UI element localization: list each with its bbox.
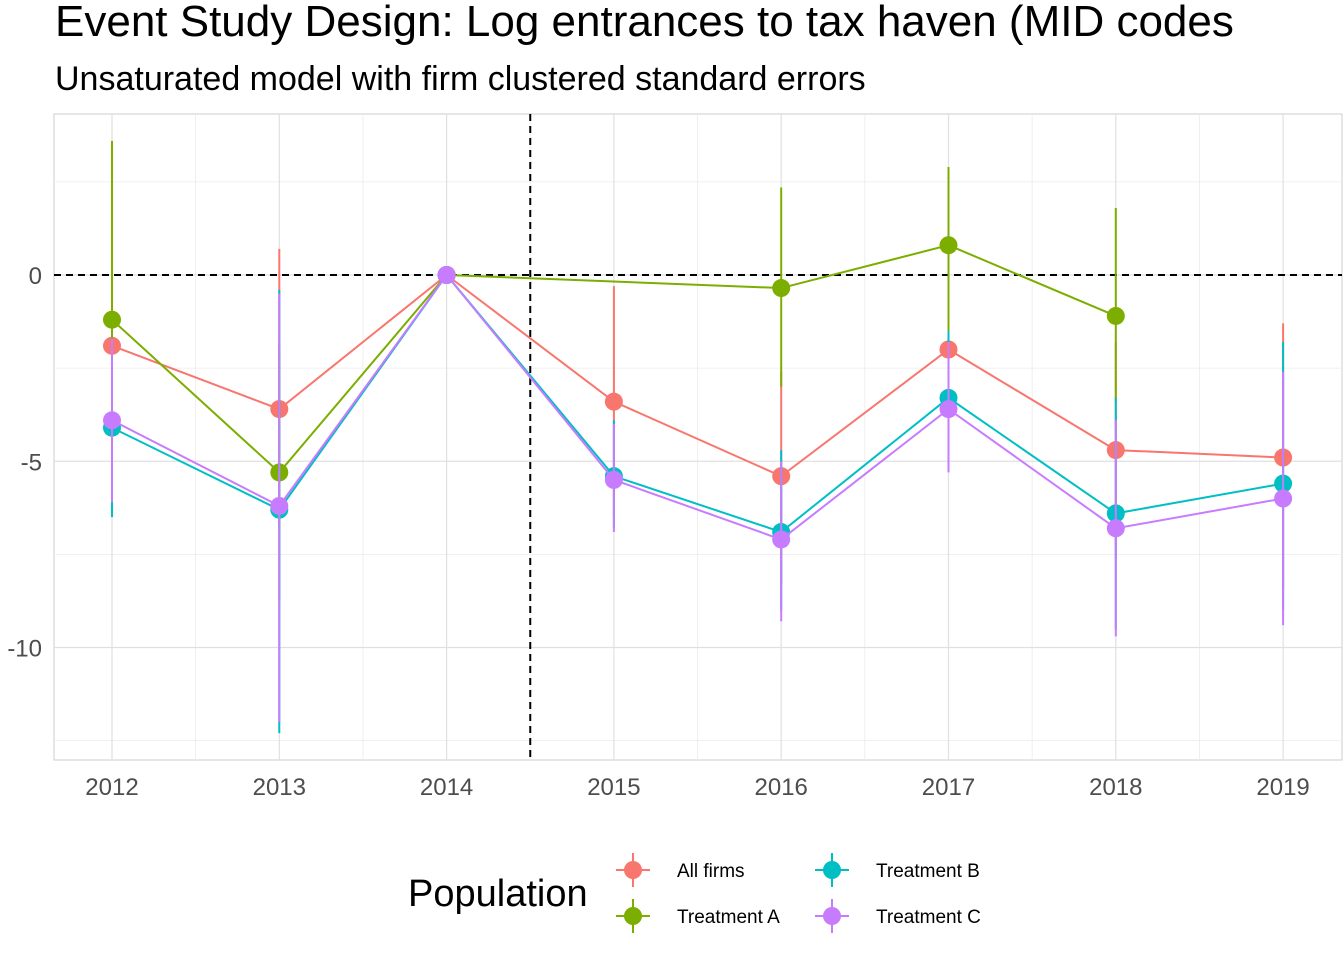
series-line [111, 273, 1284, 541]
series-layer [103, 140, 1293, 734]
data-point [103, 310, 121, 329]
y-tick-label: -5 [21, 449, 42, 476]
plot-panel-border [53, 113, 1343, 761]
data-point [437, 266, 456, 284]
x-tick-label: 2015 [587, 774, 640, 801]
series-line [111, 273, 1284, 534]
chart-subtitle: Unsaturated model with firm clustered st… [55, 60, 866, 98]
legend-title: Population [408, 873, 588, 915]
data-point [939, 236, 958, 255]
y-tick-label: 0 [29, 263, 42, 290]
data-point [772, 279, 791, 298]
x-tick-label: 2017 [922, 774, 975, 801]
x-tick-label: 2018 [1089, 774, 1142, 801]
series-line [111, 244, 1117, 474]
legend-item-all-firms: All firms [616, 853, 745, 887]
data-point [103, 411, 121, 430]
legend-key-point [823, 907, 841, 925]
data-point [939, 400, 958, 419]
legend-key-point [624, 907, 642, 925]
data-point [1274, 489, 1293, 508]
legend-label: Treatment A [677, 907, 780, 928]
x-tick-label: 2019 [1256, 774, 1309, 801]
data-point [772, 530, 791, 549]
x-tick-label: 2016 [755, 774, 808, 801]
x-tick-label: 2014 [420, 774, 473, 801]
chart-title: Event Study Design: Log entrances to tax… [55, 0, 1234, 46]
legend-label: All firms [677, 861, 745, 882]
legend-item-treatment-a: Treatment A [616, 899, 780, 933]
data-point [270, 496, 289, 515]
legend: Population All firms Treatment A Treatment… [408, 853, 981, 933]
legend-key-point [624, 861, 642, 879]
series-treatment-c [103, 266, 1293, 722]
legend-label: Treatment C [876, 907, 981, 928]
data-point [1106, 306, 1125, 325]
legend-key-point [823, 861, 841, 879]
y-tick-label: -10 [7, 636, 42, 663]
axis-labels: 2012 2013 2014 2015 2016 2017 2018 2019 0 -5 -10 [7, 263, 1309, 801]
x-tick-label: 2013 [253, 774, 306, 801]
series-line [111, 273, 1284, 478]
data-point [1106, 519, 1125, 538]
reference-lines [54, 114, 1342, 760]
data-point [604, 392, 623, 411]
data-point [604, 470, 623, 489]
legend-item-treatment-b: Treatment B [815, 853, 980, 887]
x-tick-label: 2012 [85, 774, 138, 801]
legend-label: Treatment B [876, 861, 980, 882]
legend-item-treatment-c: Treatment C [815, 899, 981, 933]
